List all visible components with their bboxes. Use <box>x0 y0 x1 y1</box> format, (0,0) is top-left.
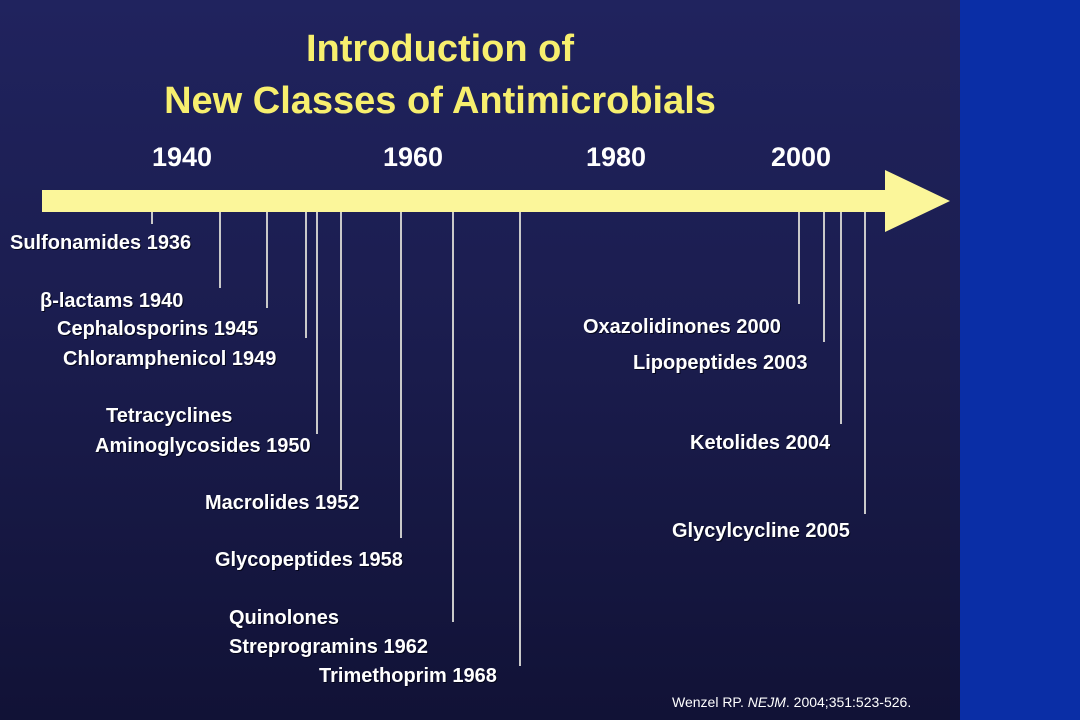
tick-sulfonamides <box>151 212 153 224</box>
label-oxazolidinones: Oxazolidinones 2000 <box>583 316 781 338</box>
label-aminoglycosides: Aminoglycosides 1950 <box>95 435 311 457</box>
tick-tetracyclines <box>316 212 318 434</box>
tick-oxazolidinones <box>798 212 800 304</box>
label-ketolides: Ketolides 2004 <box>690 432 831 454</box>
label-quinolones: Quinolones <box>229 607 339 629</box>
tick-chloramphenicol <box>305 212 307 338</box>
tick-quinolones <box>452 212 454 622</box>
citation-author: Wenzel RP. <box>672 694 748 710</box>
tick-macrolides <box>340 212 342 490</box>
label-glycopeptides: Glycopeptides 1958 <box>215 549 403 571</box>
tick-lipopeptides <box>823 212 825 342</box>
title-line-1: Introduction of <box>305 28 575 70</box>
label-streprogramins: Streprogramins 1962 <box>229 636 428 658</box>
timeline-arrow <box>42 170 950 232</box>
citation-ref: . 2004;351:523-526. <box>785 694 912 710</box>
tick-cephalosporins <box>266 212 268 308</box>
label-tetracyclines: Tetracyclines <box>106 405 233 427</box>
label-lipopeptides: Lipopeptides 2003 <box>633 352 808 374</box>
label-chloramphenicol: Chloramphenicol 1949 <box>63 348 277 370</box>
year-label: 1960 <box>382 142 444 172</box>
label-cephalosporins: Cephalosporins 1945 <box>57 318 259 340</box>
title-line-2: New Classes of Antimicrobials <box>164 80 716 122</box>
label-trimethoprim: Trimethoprim 1968 <box>319 665 497 687</box>
label-macrolides: Macrolides 1952 <box>205 492 360 514</box>
year-label: 1940 <box>151 142 213 172</box>
tick-ketolides <box>840 212 842 424</box>
tick-glycopeptides <box>400 212 402 538</box>
slide: Introduction of New Classes of Antimicro… <box>0 0 960 720</box>
year-label: 1980 <box>585 142 647 172</box>
citation-journal: NEJM <box>747 694 786 710</box>
tick-trimethoprim <box>519 212 521 666</box>
tick-b-lactams <box>219 212 221 288</box>
year-label: 2000 <box>770 142 832 172</box>
label-sulfonamides: Sulfonamides 1936 <box>10 232 192 254</box>
label-b-lactams: β-lactams 1940 <box>40 290 184 312</box>
blue-sidebar <box>960 0 1080 720</box>
citation: Wenzel RP. NEJM. 2004;351:523-526. <box>672 694 911 710</box>
tick-glycylcycline <box>864 212 866 514</box>
label-glycylcycline: Glycylcycline 2005 <box>672 520 850 542</box>
